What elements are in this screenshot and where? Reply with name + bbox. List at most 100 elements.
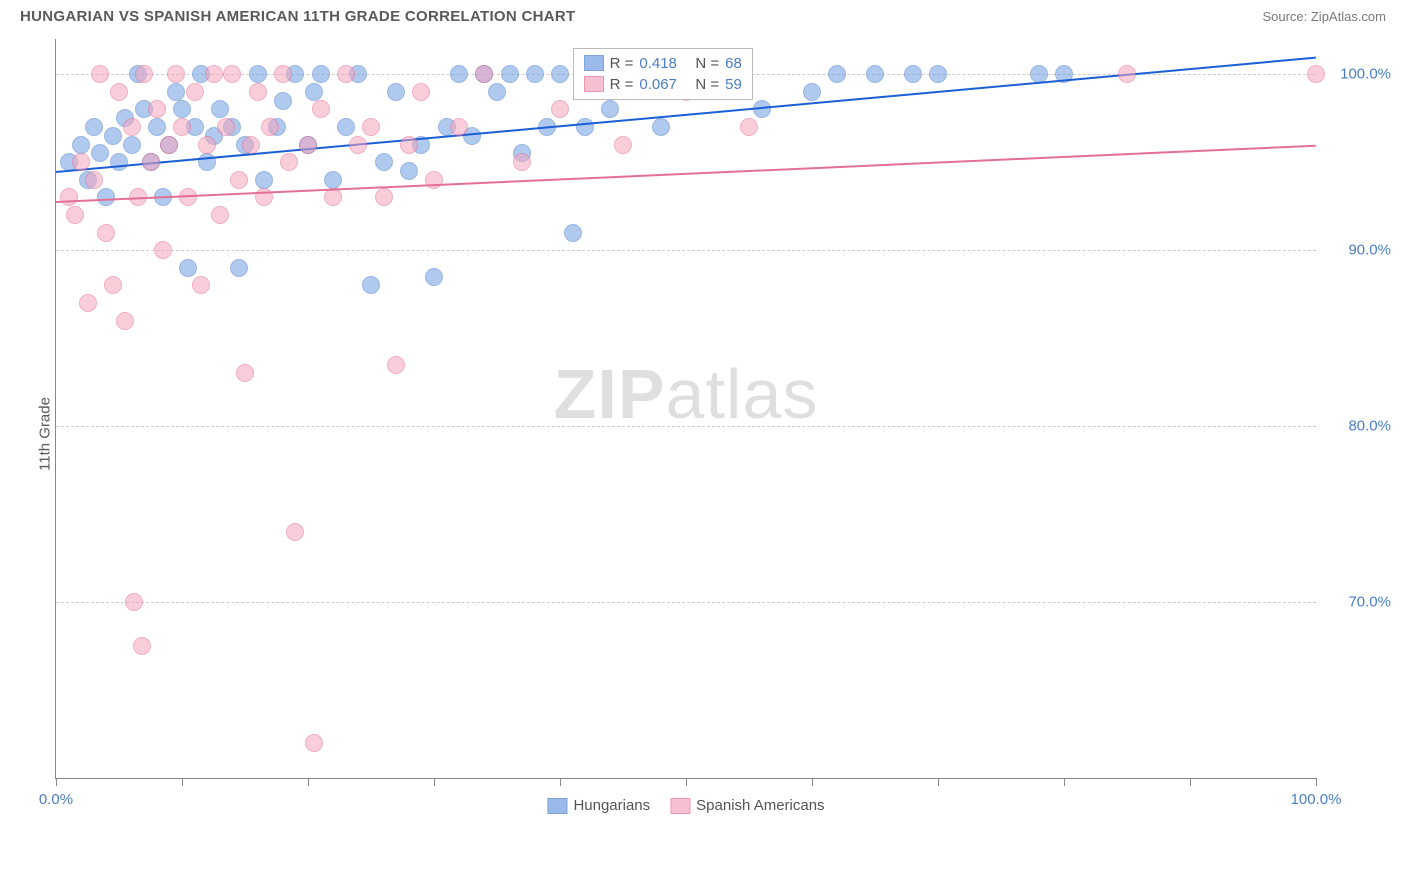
scatter-point — [904, 65, 922, 83]
scatter-point — [110, 153, 128, 171]
scatter-point — [198, 136, 216, 154]
scatter-point — [104, 276, 122, 294]
scatter-point — [740, 118, 758, 136]
scatter-point — [274, 92, 292, 110]
scatter-point — [249, 83, 267, 101]
ytick-label: 70.0% — [1326, 594, 1391, 611]
scatter-point — [230, 259, 248, 277]
scatter-point — [135, 65, 153, 83]
scatter-point — [91, 144, 109, 162]
scatter-point — [133, 637, 151, 655]
scatter-point — [116, 312, 134, 330]
xtick — [686, 778, 687, 786]
chart-header: HUNGARIAN VS SPANISH AMERICAN 11TH GRADE… — [0, 0, 1406, 29]
chart-area: 11th Grade ZIPatlas 70.0% 80.0% 90.0% 100.0… — [0, 29, 1406, 839]
legend-swatch — [547, 798, 567, 814]
series-legend-item: Spanish Americans — [670, 797, 824, 814]
scatter-point — [211, 206, 229, 224]
chart-source: Source: ZipAtlas.com — [1262, 9, 1386, 24]
scatter-point — [125, 593, 143, 611]
scatter-point — [425, 268, 443, 286]
scatter-point — [337, 118, 355, 136]
ytick-label: 90.0% — [1326, 242, 1391, 259]
xtick — [182, 778, 183, 786]
scatter-point — [173, 100, 191, 118]
gridline — [56, 250, 1316, 251]
gridline — [56, 426, 1316, 427]
scatter-point — [123, 136, 141, 154]
scatter-point — [236, 364, 254, 382]
scatter-point — [97, 224, 115, 242]
scatter-point — [866, 65, 884, 83]
scatter-point — [400, 162, 418, 180]
gridline — [56, 602, 1316, 603]
xtick — [308, 778, 309, 786]
xtick-label: 100.0% — [1291, 791, 1342, 808]
scatter-point — [192, 276, 210, 294]
stats-legend-row: R =0.418N =68 — [584, 53, 742, 74]
scatter-point — [179, 259, 197, 277]
scatter-point — [375, 153, 393, 171]
scatter-point — [223, 65, 241, 83]
scatter-point — [324, 188, 342, 206]
scatter-point — [160, 136, 178, 154]
scatter-point — [614, 136, 632, 154]
scatter-point — [79, 294, 97, 312]
scatter-point — [85, 118, 103, 136]
xtick — [1190, 778, 1191, 786]
scatter-point — [72, 136, 90, 154]
scatter-point — [280, 153, 298, 171]
scatter-point — [488, 83, 506, 101]
legend-swatch — [670, 798, 690, 814]
xtick — [434, 778, 435, 786]
legend-swatch — [584, 76, 604, 92]
xtick-label: 0.0% — [39, 791, 73, 808]
scatter-point — [255, 171, 273, 189]
scatter-point — [211, 100, 229, 118]
scatter-point — [400, 136, 418, 154]
xtick — [1064, 778, 1065, 786]
scatter-point — [564, 224, 582, 242]
scatter-point — [217, 118, 235, 136]
scatter-point — [601, 100, 619, 118]
scatter-point — [242, 136, 260, 154]
scatter-point — [362, 118, 380, 136]
stats-legend-row: R =0.067N =59 — [584, 74, 742, 95]
scatter-point — [305, 734, 323, 752]
y-axis-label: 11th Grade — [36, 397, 53, 471]
scatter-point — [803, 83, 821, 101]
scatter-point — [167, 83, 185, 101]
scatter-point — [110, 83, 128, 101]
xtick — [1316, 778, 1317, 786]
scatter-point — [205, 65, 223, 83]
scatter-point — [142, 153, 160, 171]
scatter-point — [230, 171, 248, 189]
watermark: ZIPatlas — [554, 354, 819, 434]
xtick — [812, 778, 813, 786]
scatter-point — [501, 65, 519, 83]
stats-legend: R =0.418N =68R =0.067N =59 — [573, 48, 753, 100]
scatter-point — [526, 65, 544, 83]
scatter-point — [148, 118, 166, 136]
xtick — [560, 778, 561, 786]
scatter-point — [576, 118, 594, 136]
chart-title: HUNGARIAN VS SPANISH AMERICAN 11TH GRADE… — [20, 8, 575, 25]
ytick-label: 80.0% — [1326, 418, 1391, 435]
scatter-point — [261, 118, 279, 136]
scatter-point — [173, 118, 191, 136]
scatter-point — [274, 65, 292, 83]
scatter-point — [85, 171, 103, 189]
scatter-point — [148, 100, 166, 118]
scatter-point — [60, 188, 78, 206]
scatter-point — [387, 356, 405, 374]
scatter-point — [551, 100, 569, 118]
scatter-point — [475, 65, 493, 83]
scatter-point — [551, 65, 569, 83]
series-legend: HungariansSpanish Americans — [547, 797, 824, 814]
scatter-point — [652, 118, 670, 136]
scatter-point — [299, 136, 317, 154]
scatter-point — [167, 65, 185, 83]
scatter-point — [305, 83, 323, 101]
scatter-point — [154, 241, 172, 259]
scatter-point — [72, 153, 90, 171]
